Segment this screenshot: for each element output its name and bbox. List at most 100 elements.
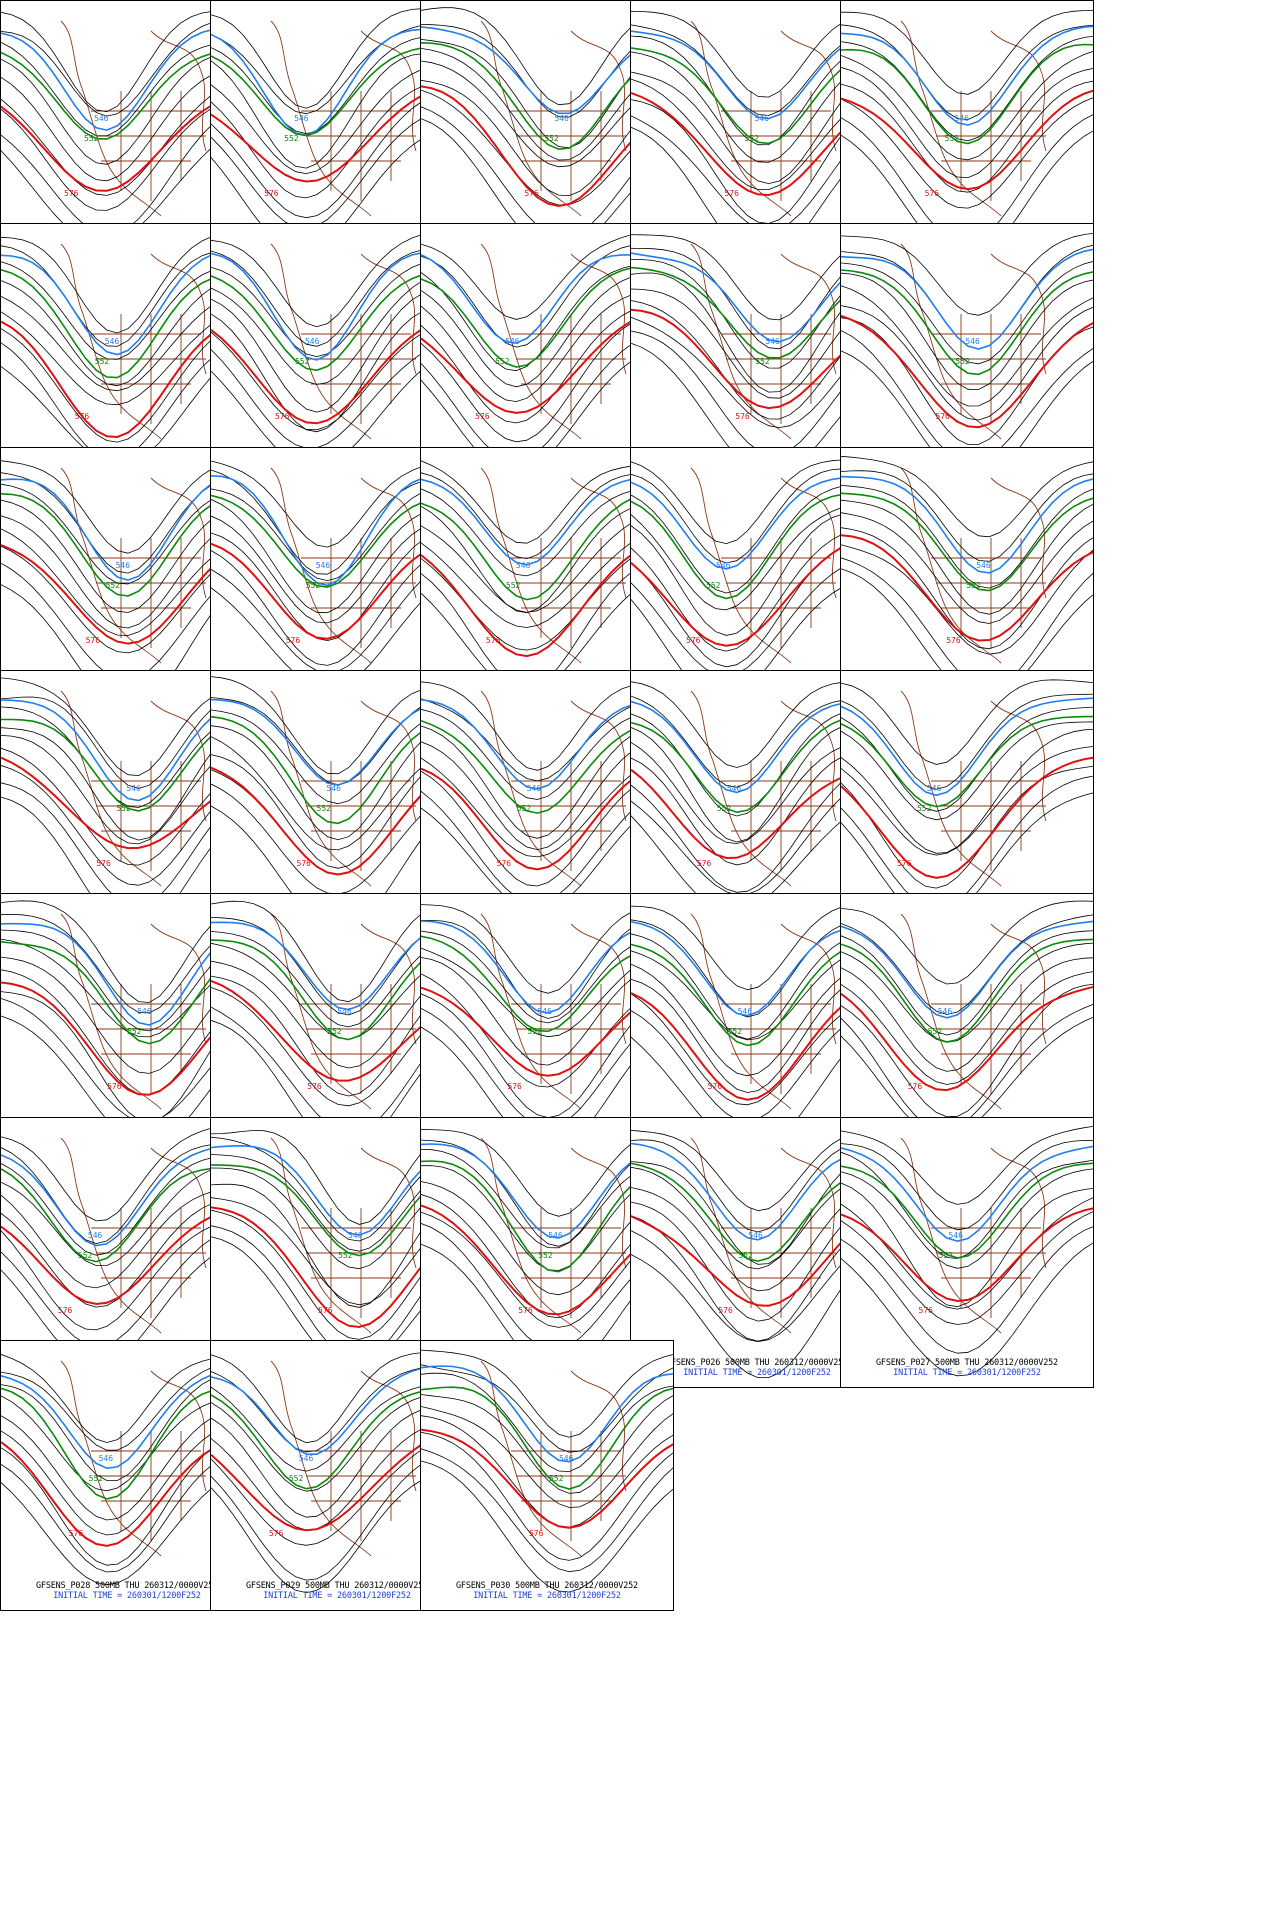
- contour-label-blue: 546: [105, 337, 120, 346]
- coastline-borders: [480, 243, 627, 440]
- height-contour: [841, 1151, 1093, 1260]
- panel-initial-time: INITIAL TIME = 260301/1200F252: [683, 1368, 831, 1378]
- coastline-borders: [60, 243, 207, 440]
- height-contour: [841, 1139, 1093, 1231]
- contour-552: [841, 938, 1093, 1043]
- contour-label-blue: 546: [99, 1454, 114, 1463]
- contour-552: [841, 269, 1093, 376]
- height-contour: [841, 24, 1093, 121]
- contour-label-green: 552: [955, 357, 970, 366]
- coastline-borders: [690, 243, 837, 440]
- contour-label-red: 576: [718, 1306, 733, 1315]
- panel-initial-time: INITIAL TIME = 260301/1200F252: [53, 1591, 201, 1601]
- contour-label-red: 576: [507, 1082, 522, 1091]
- height-contour: [841, 930, 1093, 1036]
- contour-label-blue: 546: [137, 1007, 152, 1016]
- panel-initial-time: INITIAL TIME = 260301/1200F252: [473, 1591, 621, 1601]
- height-contour: [841, 51, 1093, 161]
- contour-576: [841, 89, 1093, 191]
- height-contour: [841, 470, 1093, 562]
- contour-label-green: 552: [706, 581, 721, 590]
- contour-546: [841, 697, 1093, 797]
- contour-label-blue: 546: [554, 114, 569, 123]
- contour-label-blue: 546: [116, 561, 131, 570]
- height-contour: [841, 1125, 1093, 1205]
- contour-label-red: 576: [286, 636, 301, 645]
- contour-label-red: 576: [724, 189, 739, 198]
- height-contour: [421, 1406, 673, 1508]
- contour-label-red: 576: [529, 1529, 544, 1538]
- contour-label-blue: 546: [955, 114, 970, 123]
- contour-label-blue: 546: [294, 114, 309, 123]
- height-contour-map: 546 552 576: [841, 232, 1093, 483]
- height-contour: [841, 527, 1093, 650]
- contour-label-blue: 546: [727, 784, 742, 793]
- contour-label-blue: 546: [976, 561, 991, 570]
- coastline-borders: [60, 913, 207, 1110]
- contour-label-red: 576: [475, 412, 490, 421]
- height-contour: [421, 1431, 673, 1561]
- contour-label-blue: 546: [88, 1231, 103, 1240]
- contour-label-blue: 546: [559, 1454, 574, 1463]
- contour-label-green: 552: [89, 1474, 104, 1483]
- contour-label-green: 552: [295, 357, 310, 366]
- contour-label-red: 576: [318, 1306, 333, 1315]
- height-contour: [421, 1372, 673, 1473]
- contour-576: [421, 1428, 673, 1529]
- height-contour: [841, 746, 1093, 856]
- contour-label-red: 576: [269, 1529, 284, 1538]
- contour-label-red: 576: [518, 1306, 533, 1315]
- contour-546: [841, 920, 1093, 1019]
- contour-label-red: 576: [69, 1529, 84, 1538]
- contour-label-blue: 546: [316, 561, 331, 570]
- contour-label-blue: 546: [938, 1007, 953, 1016]
- height-contour-map: 546 552 576: [841, 900, 1093, 1138]
- contour-label-blue: 546: [754, 114, 769, 123]
- contour-label-green: 552: [506, 581, 521, 590]
- contour-label-green: 552: [928, 1027, 943, 1036]
- panel-initial-time: INITIAL TIME = 260301/1200F252: [893, 1368, 1041, 1378]
- height-contour: [841, 35, 1093, 142]
- contour-label-red: 576: [919, 1306, 934, 1315]
- contour-label-blue: 546: [516, 561, 531, 570]
- height-contour: [841, 679, 1093, 765]
- contour-label-green: 552: [338, 1251, 353, 1260]
- contour-label-red: 576: [486, 636, 501, 645]
- height-contour: [841, 765, 1093, 889]
- contour-label-red: 576: [307, 1082, 322, 1091]
- height-contour: [421, 1460, 673, 1593]
- contour-label-green: 552: [327, 1027, 342, 1036]
- panel-title: GFSENS_P026 500MB THU 260312/0000V252: [666, 1358, 848, 1368]
- coastline-borders: [690, 913, 837, 1110]
- height-contour: [841, 455, 1093, 538]
- height-contour-map: 546 552 576: [841, 679, 1093, 923]
- contour-label-green: 552: [95, 357, 110, 366]
- height-contour: [841, 693, 1093, 790]
- height-contour: [841, 67, 1093, 179]
- panel-title: GFSENS_P028 500MB THU 260312/0000V252: [36, 1581, 218, 1591]
- panel-initial-time: INITIAL TIME = 260301/1200F252: [263, 1591, 411, 1601]
- contour-label-green: 552: [127, 1027, 142, 1036]
- contour-label-blue: 546: [94, 114, 109, 123]
- contour-label-red: 576: [697, 859, 712, 868]
- contour-label-green: 552: [495, 357, 510, 366]
- contour-546: [841, 248, 1093, 350]
- contour-label-green: 552: [549, 1474, 564, 1483]
- ensemble-member-panel: 546 552 576 GFSENS_P027 500MB THU 260312/00…: [840, 1117, 1094, 1388]
- height-contour: [841, 1211, 1093, 1325]
- contour-label-blue: 546: [537, 1007, 552, 1016]
- contour-label-blue: 546: [716, 561, 731, 570]
- contour-546: [421, 1365, 673, 1463]
- coastline-borders: [900, 690, 1047, 887]
- contour-label-red: 576: [735, 412, 750, 421]
- height-contour: [841, 485, 1093, 589]
- contour-label-green: 552: [728, 1027, 743, 1036]
- contour-552: [841, 715, 1093, 808]
- height-contour: [841, 305, 1093, 421]
- coastline-borders: [690, 690, 837, 887]
- height-contour: [421, 1349, 673, 1438]
- contour-label-red: 576: [686, 636, 701, 645]
- contour-label-red: 576: [86, 636, 101, 645]
- coastline-borders: [270, 1137, 417, 1334]
- contour-label-green: 552: [945, 134, 960, 143]
